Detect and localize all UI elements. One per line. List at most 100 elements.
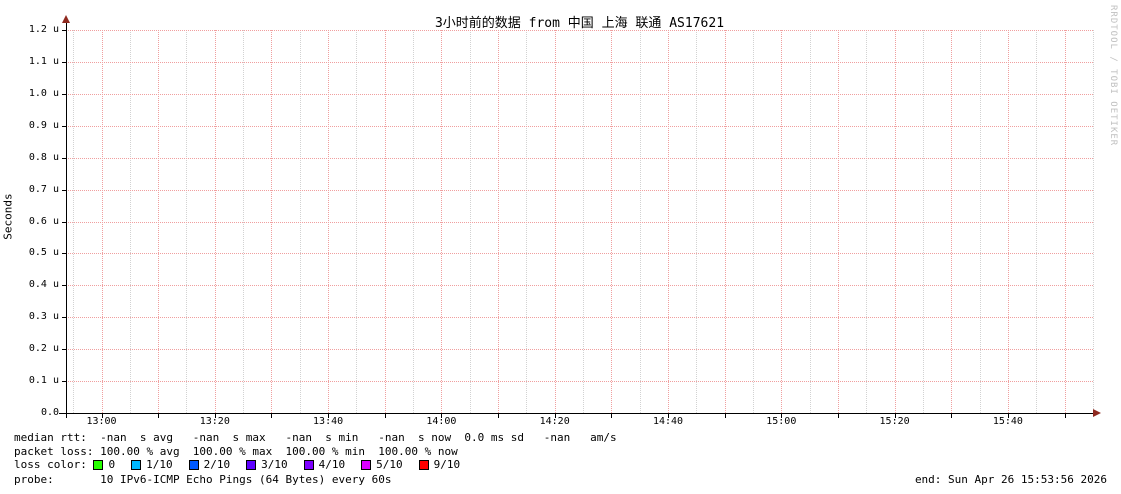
y-axis-arrow-icon [62,15,70,23]
y-tick-label: 1.0 u [28,87,59,99]
loss-color-value: 9/10 [433,458,461,471]
y-tick-label: 0.9 u [28,119,59,131]
x-axis-line [59,413,1097,414]
legend-packet-loss: packet loss: 100.00 % avg 100.00 % max 1… [14,445,458,458]
major-gridline-h [66,285,1093,287]
x-axis-tick [271,414,273,418]
major-gridline-h [66,381,1093,383]
y-axis-tick [62,253,66,255]
legend-end-time: end: Sun Apr 26 15:53:56 2026 [914,473,1107,486]
major-gridline-h [66,61,1093,63]
x-tick-label: 15:00 [766,416,797,427]
x-axis-tick [724,414,726,418]
y-axis-tick [62,381,66,383]
x-axis-tick [554,414,556,418]
y-axis-tick [62,125,66,127]
y-tick-label: 0.8 u [28,151,59,163]
x-tick-label: 13:40 [313,416,344,427]
loss-color-swatch [93,459,104,470]
x-axis-tick [781,414,783,418]
y-tick-label: 0.4 u [28,279,59,291]
y-tick-label: 0.2 u [28,343,59,355]
y-tick-label: 1.2 u [28,24,59,35]
loss-color-item: 4/10 [303,458,346,471]
y-axis-tick [62,317,66,319]
major-gridline-h [66,189,1093,191]
loss-color-item: 3/10 [246,458,288,471]
loss-color-swatch [361,459,372,470]
x-axis-tick [384,414,386,418]
x-tick-label: 14:00 [426,416,457,427]
x-tick-label: 13:00 [86,416,117,427]
x-axis-tick [158,414,160,418]
y-tick-label: 0.0 [40,407,59,418]
y-tick-label: 0.3 u [28,311,59,323]
y-axis-tick [62,349,66,351]
y-axis-tick [62,189,66,191]
x-axis-tick [894,414,896,418]
y-axis-tick [62,30,66,31]
rrdtool-watermark: RRDTOOL / TOBI OETIKER [1108,5,1118,147]
x-axis-tick [214,414,216,418]
loss-color-item: 0 [93,458,115,471]
x-axis-arrow-icon [1093,409,1101,417]
x-axis-tick [951,414,953,418]
loss-color-value: 4/10 [318,458,346,471]
minor-gridline-v [1092,30,1094,413]
loss-color-value: 2/10 [203,458,231,471]
loss-color-value: 3/10 [261,458,288,471]
x-axis-tick [498,414,500,418]
loss-color-item: 9/10 [418,458,461,471]
major-gridline-h [66,30,1093,31]
y-axis-tick [62,413,66,414]
major-gridline-h [66,125,1093,127]
major-gridline-h [66,349,1093,351]
loss-color-item: 1/10 [131,458,173,471]
x-axis-tick [611,414,613,418]
x-axis-tick [101,414,103,418]
y-axis-tick [62,93,66,95]
y-axis-tick [62,157,66,159]
y-axis-tick [62,285,66,287]
loss-color-item: 2/10 [188,458,231,471]
y-axis-line [66,22,67,418]
loss-color-swatch [418,459,429,470]
x-axis-tick [441,414,443,418]
y-tick-label: 0.5 u [28,247,59,259]
y-axis-tick [62,61,66,63]
major-gridline-h [66,253,1093,255]
legend-probe: probe: 10 IPv6-ICMP Echo Pings (64 Bytes… [14,473,392,486]
loss-color-swatch [188,459,199,470]
loss-color-value: 1/10 [146,458,173,471]
loss-color-swatches: 0 1/10 2/10 3/10 4/10 5/10 9/10 [93,458,476,471]
x-axis-tick [328,414,330,418]
major-gridline-h [66,157,1093,159]
y-tick-label: 0.6 u [28,215,59,227]
x-axis-tick [837,414,839,418]
legend-median-rtt: median rtt: -nan s avg -nan s max -nan s… [14,431,617,444]
x-tick-label: 13:20 [199,416,230,427]
x-axis-tick [668,414,669,418]
y-tick-label: 0.7 u [28,183,59,195]
x-tick-label: 15:20 [879,416,910,427]
x-axis-tick [1007,414,1009,418]
x-tick-label: 15:40 [992,416,1023,427]
y-tick-label: 1.1 u [28,55,59,67]
loss-color-swatch [303,459,314,470]
loss-color-value: 0 [108,458,116,471]
chart-title: 3小时前的数据 from 中国 上海 联通 AS17621 [434,16,725,31]
x-axis-tick [1064,414,1066,418]
loss-color-item: 5/10 [361,458,403,471]
y-axis-label: Seconds [1,193,15,240]
legend-loss-colors: loss color: 0 1/10 2/10 3/10 4/10 5/10 9/10 [14,458,476,471]
y-tick-label: 0.1 u [28,375,59,387]
x-tick-label: 14:40 [652,416,684,427]
major-gridline-h [66,317,1093,319]
loss-color-label: loss color: [14,458,94,471]
loss-color-value: 5/10 [376,458,403,471]
loss-color-swatch [246,459,257,470]
y-axis-tick [62,221,66,223]
major-gridline-h [66,93,1093,95]
major-gridline-h [66,221,1093,223]
